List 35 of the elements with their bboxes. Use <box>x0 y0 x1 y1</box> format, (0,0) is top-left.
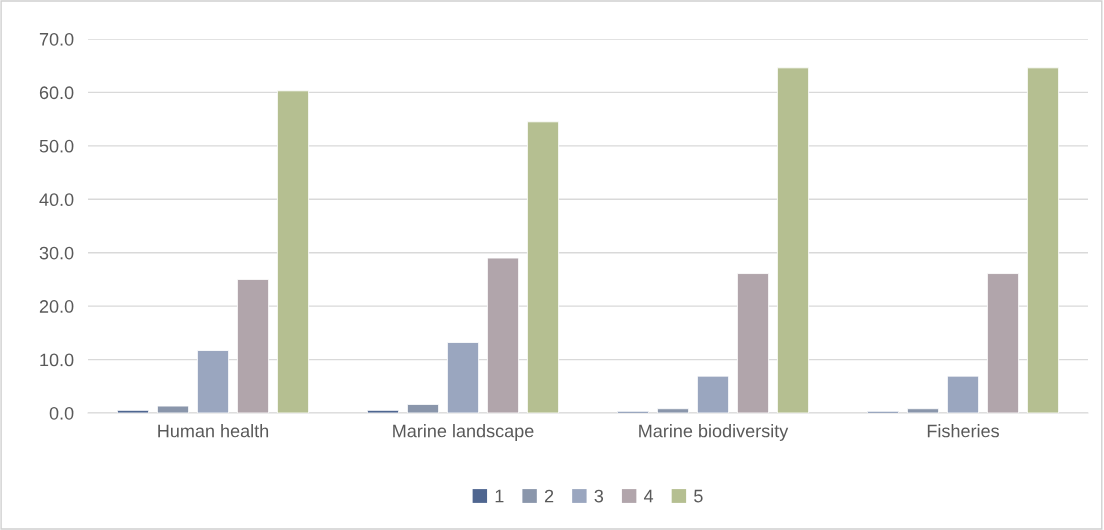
y-tick-label: 10.0 <box>40 353 74 367</box>
bar <box>1026 67 1060 413</box>
legend-label: 5 <box>694 489 703 503</box>
bar <box>406 404 440 413</box>
x-tick-label: Marine landscape <box>393 424 534 441</box>
x-tick-label: Human health <box>158 424 269 438</box>
y-tick-label: 60.0 <box>39 86 74 100</box>
x-tick-label: Marine biodiversity <box>639 424 789 441</box>
bar <box>986 273 1020 413</box>
y-tick-label: 30.0 <box>39 246 74 260</box>
bar <box>486 257 520 413</box>
bar <box>276 90 310 413</box>
legend-label: 4 <box>643 489 654 503</box>
bar <box>736 273 770 413</box>
bar <box>366 409 400 413</box>
bar <box>196 350 230 413</box>
bar <box>776 67 810 413</box>
legend-label: 2 <box>544 489 554 503</box>
bar <box>656 408 690 413</box>
bar <box>526 121 560 413</box>
legend-label: 1 <box>495 489 504 503</box>
x-tick-label: Fisheries <box>927 424 999 438</box>
y-tick-label: 70.0 <box>39 32 74 46</box>
y-tick-label: 0.0 <box>49 406 74 420</box>
y-tick-label: 20.0 <box>39 300 74 313</box>
bar <box>696 375 730 413</box>
bar <box>236 279 270 413</box>
y-tick-label: 50.0 <box>39 139 74 153</box>
legend-label: 3 <box>594 489 604 503</box>
bar <box>116 409 150 413</box>
bar <box>156 405 190 413</box>
bar <box>906 408 940 413</box>
bar <box>446 342 480 413</box>
y-tick-label: 40.0 <box>39 193 74 207</box>
bar <box>946 375 980 413</box>
